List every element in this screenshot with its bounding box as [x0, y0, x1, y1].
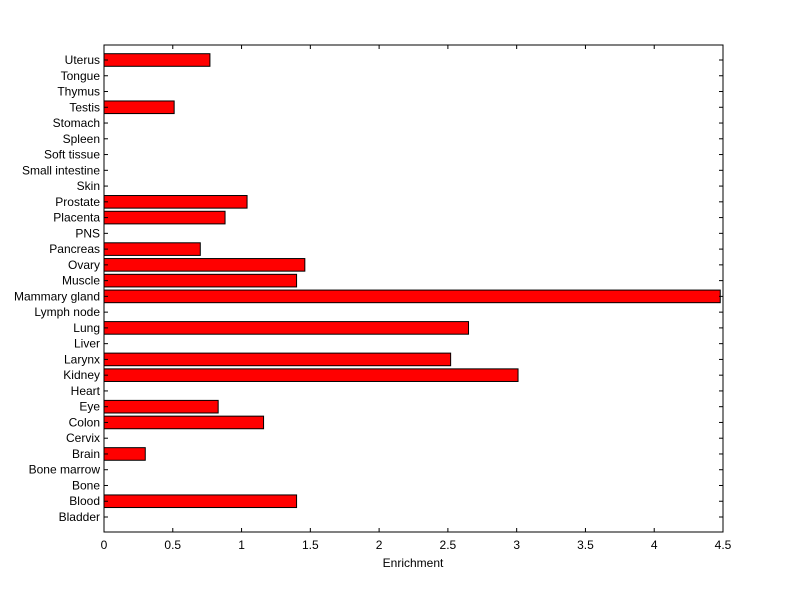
y-tick-label: Colon [69, 415, 100, 429]
bar-kidney [103, 368, 519, 382]
bar-lung [103, 321, 470, 335]
y-tick-label: Spleen [63, 132, 100, 146]
y-tick-label: Stomach [53, 116, 100, 130]
bar-ovary [103, 258, 306, 272]
y-tick-label: Heart [71, 384, 101, 398]
x-tick-label: 0.5 [164, 538, 181, 552]
y-tick-label: Bone marrow [29, 463, 101, 477]
x-tick-label: 4.5 [715, 538, 732, 552]
bar-pancreas [103, 242, 201, 256]
y-tick-label: Soft tissue [44, 148, 100, 162]
y-tick-label: Uterus [65, 53, 100, 67]
y-tick-label: Bone [72, 478, 100, 492]
bar-larynx [103, 352, 452, 367]
y-tick-label: Mammary gland [14, 289, 100, 303]
bar-brain [103, 447, 146, 461]
y-tick-label: Eye [79, 400, 100, 414]
x-axis-label: Enrichment [383, 556, 444, 570]
y-tick-label: Placenta [53, 211, 100, 225]
bar-colon [103, 415, 265, 430]
y-tick-label: Ovary [68, 258, 100, 272]
bar-placenta [103, 210, 226, 225]
y-tick-label: Lymph node [34, 305, 100, 319]
bar-blood [103, 494, 298, 509]
x-tick-label: 0 [101, 538, 108, 552]
bar-uterus [103, 53, 211, 67]
y-tick-label: Tongue [61, 69, 101, 83]
y-tick-label: Larynx [64, 352, 100, 366]
y-tick-label: Kidney [63, 368, 100, 382]
y-tick-label: Skin [77, 179, 100, 193]
x-tick-label: 3 [513, 538, 520, 552]
bars-group [103, 53, 721, 509]
x-tick-label: 3.5 [577, 538, 594, 552]
x-tick-label: 1 [238, 538, 245, 552]
bar-eye [103, 399, 219, 414]
y-tick-label: Thymus [57, 85, 100, 99]
x-tick-label: 1.5 [302, 538, 319, 552]
y-tick-label: Cervix [66, 431, 100, 445]
y-tick-label: Brain [72, 447, 100, 461]
bar-prostate [103, 195, 248, 209]
y-tick-label: Bladder [59, 510, 100, 524]
y-tick-label: PNS [75, 226, 100, 240]
x-tick-label: 2 [376, 538, 383, 552]
y-tick-label: Muscle [62, 274, 100, 288]
bar-muscle [103, 273, 298, 288]
x-tick-label: 4 [651, 538, 658, 552]
bar-mammary-gland [103, 289, 721, 304]
plot-frame [103, 44, 724, 533]
y-tick-label: Prostate [55, 195, 100, 209]
y-tick-label: Liver [74, 337, 100, 351]
y-tick-label: Lung [73, 321, 100, 335]
x-tick-label: 2.5 [440, 538, 457, 552]
y-tick-label: Blood [69, 494, 100, 508]
ticks-group [103, 45, 724, 532]
y-tick-label: Testis [69, 100, 100, 114]
bar-testis [103, 100, 175, 115]
y-tick-label: Pancreas [49, 242, 100, 256]
y-tick-label: Small intestine [22, 163, 100, 177]
